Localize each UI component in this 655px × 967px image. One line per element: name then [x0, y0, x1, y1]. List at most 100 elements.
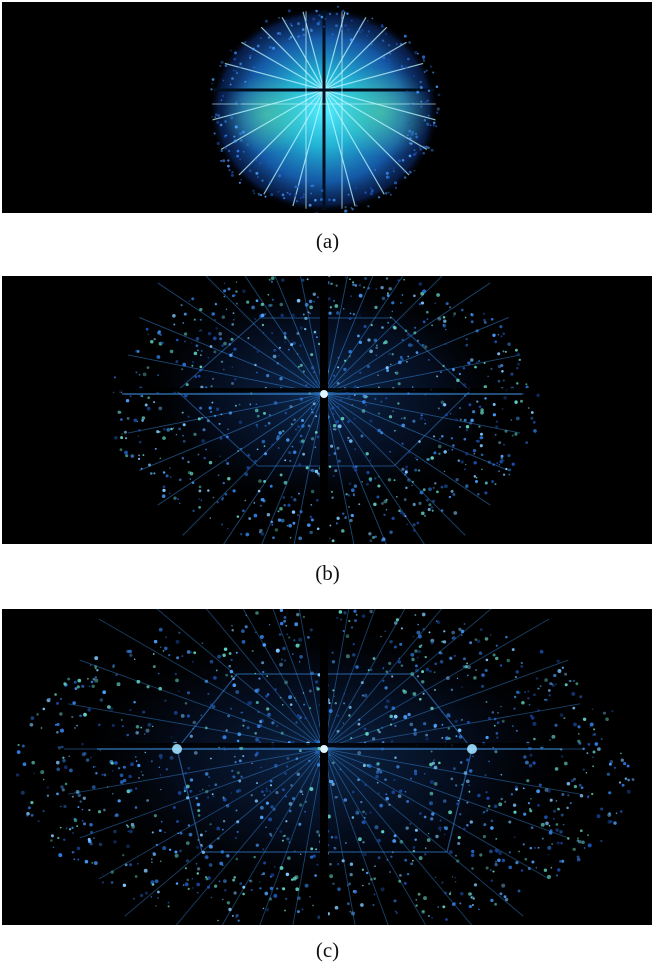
diffraction-spot: [279, 621, 284, 626]
diffraction-spot: [265, 789, 269, 792]
diffraction-spot: [461, 783, 464, 786]
diffraction-spot: [151, 831, 154, 834]
diffraction-spot: [148, 463, 151, 467]
diffraction-spot: [71, 795, 74, 798]
diffraction-spot: [439, 819, 442, 822]
diffraction-spot: [331, 660, 336, 664]
diffraction-spot: [384, 340, 388, 344]
diffraction-spot: [301, 793, 304, 796]
diffraction-spot: [91, 861, 94, 864]
diffraction-spot: [352, 653, 356, 657]
diffraction-spot: [283, 834, 286, 837]
speckle: [427, 146, 430, 149]
diffraction-spot: [399, 301, 402, 305]
diffraction-spot: [235, 281, 238, 283]
diffraction-spot: [218, 331, 223, 336]
diffraction-spot: [122, 778, 127, 783]
diffraction-spot: [471, 867, 474, 870]
diffraction-spot: [219, 861, 224, 866]
diffraction-spot: [94, 656, 99, 661]
speckle: [249, 54, 252, 58]
diffraction-spot: [293, 418, 296, 422]
diffraction-spot: [136, 679, 141, 684]
diffraction-spot: [500, 797, 503, 801]
diffraction-spot: [483, 823, 487, 827]
diffraction-spot: [593, 728, 596, 731]
diffraction-spot: [144, 891, 149, 895]
speckle: [410, 132, 414, 136]
diffraction-spot: [125, 437, 128, 440]
diffraction-spot: [207, 796, 210, 799]
diffraction-spot: [315, 498, 319, 502]
diffraction-spot: [470, 853, 475, 858]
speckle: [229, 107, 232, 109]
diffraction-spot: [375, 774, 379, 779]
diffraction-spot: [525, 383, 528, 386]
diffraction-spot: [358, 503, 361, 506]
diffraction-spot: [271, 332, 273, 334]
diffraction-spot: [266, 373, 270, 378]
diffraction-spot: [352, 313, 356, 316]
diffraction-spot: [231, 323, 235, 326]
diffraction-spot: [334, 701, 338, 705]
diffraction-spot: [480, 453, 484, 457]
diffraction-spot: [544, 699, 546, 701]
diffraction-spot: [238, 403, 241, 406]
diffraction-spot: [513, 707, 516, 710]
diffraction-spot: [165, 474, 169, 478]
diffraction-spot: [467, 665, 471, 670]
diffraction-spot: [114, 761, 118, 765]
diffraction-spot: [589, 726, 591, 728]
diffraction-spot: [245, 532, 250, 537]
diffraction-spot: [312, 854, 316, 858]
diffraction-spot: [420, 414, 423, 417]
diffraction-spot: [578, 733, 580, 735]
diffraction-spot: [207, 489, 210, 492]
diffraction-spot: [280, 313, 284, 317]
diffraction-spot: [552, 809, 557, 813]
diffraction-spot: [268, 413, 272, 417]
diffraction-spot: [246, 701, 251, 706]
diffraction-spot: [432, 499, 436, 503]
diffraction-spot: [456, 859, 460, 863]
diffraction-spot: [524, 691, 527, 694]
diffraction-spot: [483, 312, 485, 315]
diffraction-spot: [488, 760, 491, 763]
diffraction-spot: [339, 768, 342, 771]
diffraction-spot: [418, 856, 423, 861]
diffraction-spot: [214, 783, 218, 787]
diffraction-spot: [516, 352, 520, 356]
diffraction-spot: [455, 735, 458, 738]
speckle: [252, 47, 255, 51]
diffraction-spot: [230, 658, 233, 662]
diffraction-spot: [384, 630, 387, 633]
diffraction-spot: [120, 418, 123, 421]
diffraction-spot: [439, 830, 442, 832]
diffraction-spot: [504, 429, 508, 433]
diffraction-spot: [262, 907, 265, 910]
diffraction-spot: [119, 780, 124, 784]
diffraction-spot: [525, 441, 529, 444]
diffraction-spot: [87, 678, 89, 680]
diffraction-spot: [264, 891, 269, 896]
diffraction-spot: [394, 756, 397, 759]
diffraction-spot: [416, 339, 420, 342]
diffraction-spot: [485, 866, 489, 870]
diffraction-spot: [577, 725, 581, 729]
diffraction-spot: [516, 367, 519, 370]
diffraction-spot: [332, 882, 335, 886]
diffraction-spot: [255, 423, 258, 427]
diffraction-spot: [427, 507, 431, 512]
diffraction-spot: [483, 811, 486, 814]
diffraction-spot: [356, 808, 358, 811]
diffraction-spot: [353, 494, 355, 497]
diffraction-spot: [388, 661, 392, 666]
diffraction-spot: [434, 302, 436, 304]
diffraction-spot: [244, 472, 249, 477]
diffraction-spot: [430, 638, 435, 643]
diffraction-spot: [133, 700, 136, 704]
diffraction-spot: [492, 403, 496, 406]
diffraction-spot: [419, 697, 422, 701]
speckle: [346, 12, 349, 15]
diffraction-spot: [506, 658, 511, 663]
